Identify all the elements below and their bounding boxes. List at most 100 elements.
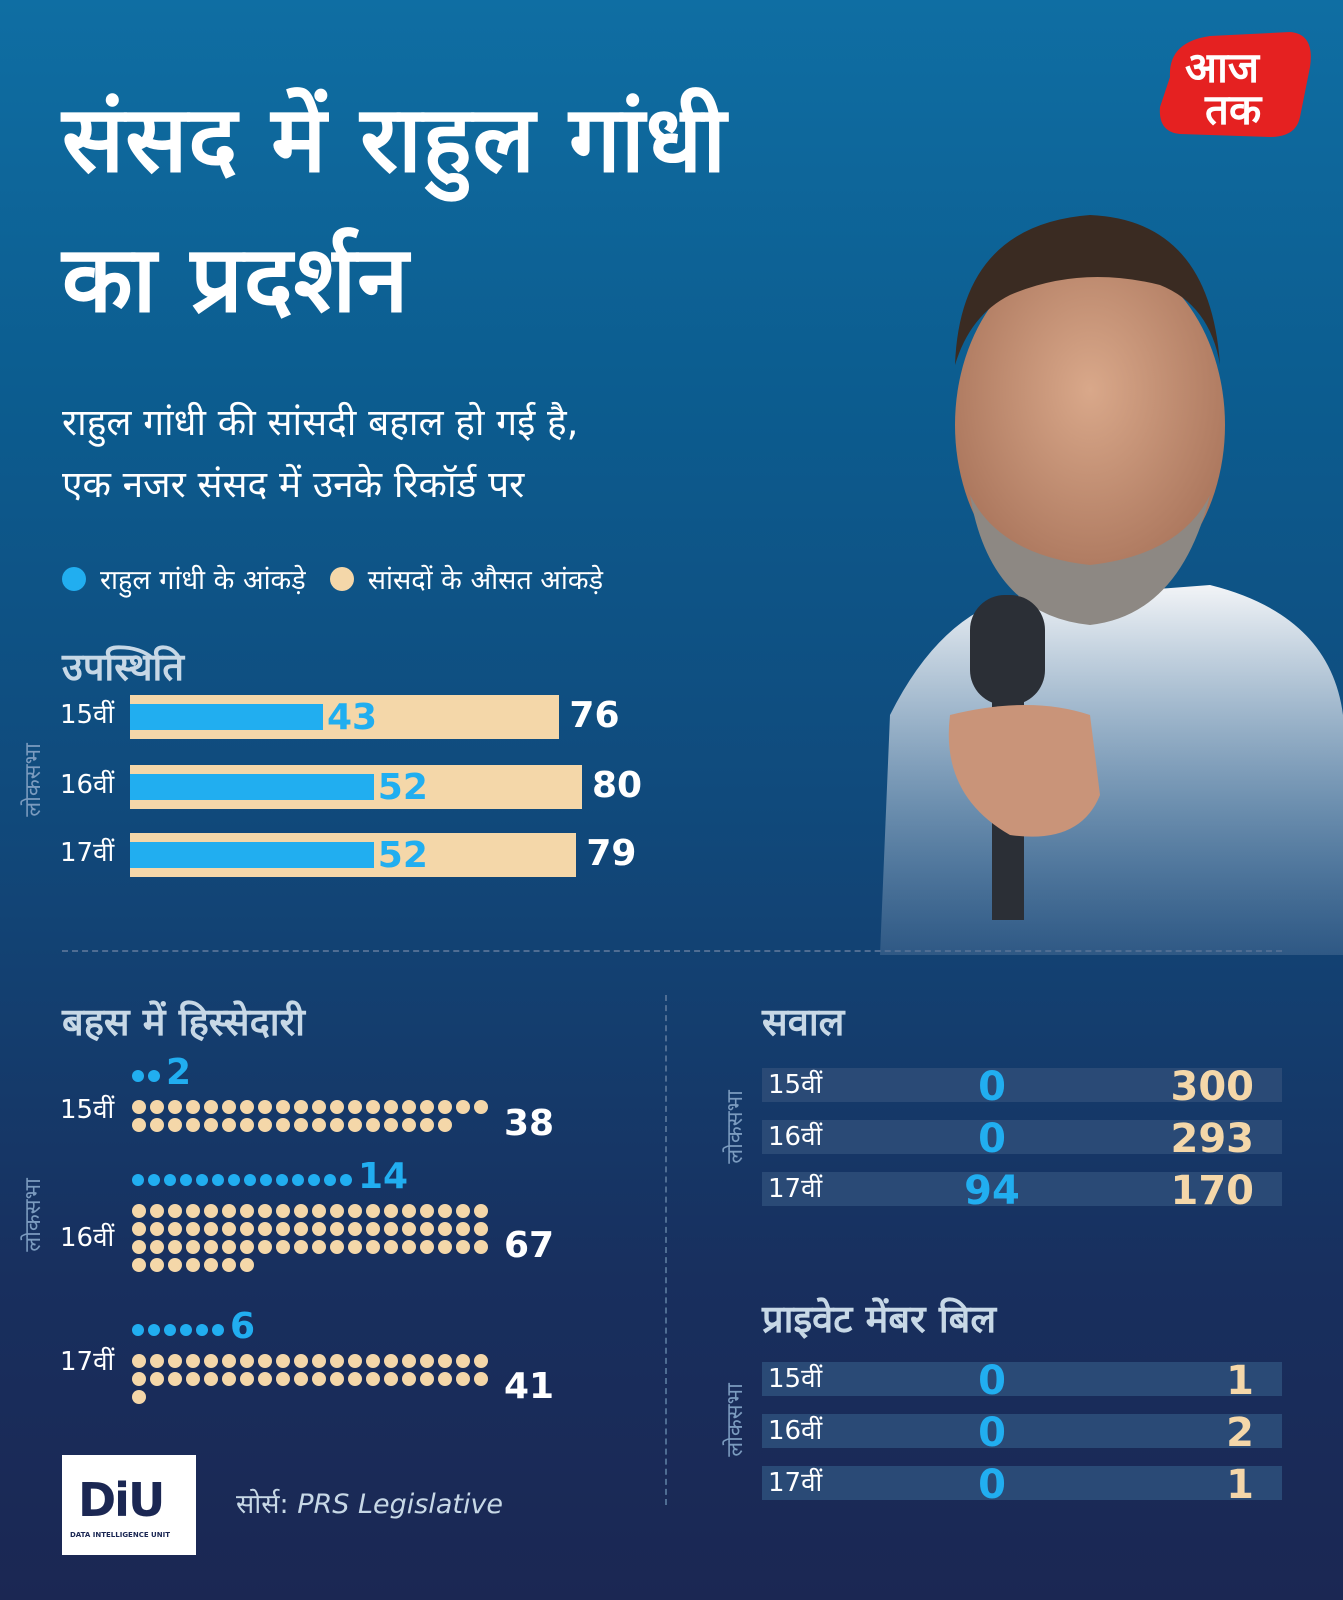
debate-avg-dot — [222, 1258, 236, 1272]
debate-avg-dot — [438, 1100, 452, 1114]
debate-avg-dot — [132, 1372, 146, 1386]
debate-avg-dot — [330, 1222, 344, 1236]
debate-avg-dot — [294, 1118, 308, 1132]
debate-avg-dot — [132, 1390, 146, 1404]
debate-avg-dot — [150, 1240, 164, 1254]
lok-sabha-label-questions: लोकसभा — [722, 1090, 748, 1164]
debate-avg-dot — [204, 1118, 218, 1132]
attendance-row-label: 15वीं — [60, 700, 115, 730]
debate-avg-dot — [366, 1204, 380, 1218]
lok-sabha-label-attendance: लोकसभा — [20, 743, 46, 817]
questions-rahul-value: 0 — [978, 1116, 1006, 1162]
debate-avg-dot — [330, 1240, 344, 1254]
debate-avg-dot — [384, 1204, 398, 1218]
debate-rahul-dot — [180, 1324, 192, 1336]
debate-avg-dot — [276, 1372, 290, 1386]
debate-avg-dot — [312, 1240, 326, 1254]
debate-avg-dot — [132, 1118, 146, 1132]
debate-avg-dots — [130, 1202, 490, 1274]
bills-avg-value: 1 — [1226, 1358, 1254, 1404]
debate-avg-dot — [222, 1372, 236, 1386]
debate-avg-dot — [240, 1372, 254, 1386]
debate-rahul-dots — [130, 1172, 354, 1188]
debate-avg-dot — [240, 1240, 254, 1254]
debate-avg-dot — [474, 1354, 488, 1368]
debate-avg-dot — [438, 1240, 452, 1254]
debate-avg-dot — [348, 1222, 362, 1236]
source-label: सोर्स: — [236, 1489, 289, 1520]
attendance-rahul-bar — [130, 774, 374, 800]
debate-avg-dot — [384, 1372, 398, 1386]
attendance-avg-bar: 52 — [130, 833, 577, 877]
debate-avg-dot — [240, 1258, 254, 1272]
debate-avg-dot — [276, 1100, 290, 1114]
debate-avg-dot — [420, 1222, 434, 1236]
attendance-rahul-bar — [130, 842, 374, 868]
debate-avg-dot — [168, 1258, 182, 1272]
legend-rahul-label: राहुल गांधी के आंकड़े — [100, 565, 306, 596]
debate-avg-dot — [348, 1100, 362, 1114]
debate-avg-dot — [168, 1222, 182, 1236]
bills-row-label: 15वीं — [768, 1364, 823, 1394]
attendance-title: उपस्थिति — [62, 645, 185, 689]
bills-row-label: 16वीं — [768, 1416, 823, 1446]
debate-avg-dot — [132, 1204, 146, 1218]
debate-avg-dot — [240, 1354, 254, 1368]
bills-avg-value: 1 — [1226, 1462, 1254, 1508]
debate-rahul-dot — [132, 1324, 144, 1336]
debate-avg-dot — [240, 1118, 254, 1132]
section-divider — [62, 950, 1282, 952]
debate-avg-dot — [294, 1240, 308, 1254]
logo-text-bottom: तक — [1204, 85, 1263, 134]
debate-avg-dot — [168, 1240, 182, 1254]
debate-avg-dot — [204, 1100, 218, 1114]
debate-avg-dot — [312, 1100, 326, 1114]
debate-avg-value: 41 — [504, 1366, 555, 1407]
debate-avg-dot — [456, 1222, 470, 1236]
debate-avg-dot — [438, 1354, 452, 1368]
debate-avg-dot — [474, 1222, 488, 1236]
legend: राहुल गांधी के आंकड़े सांसदों के औसत आंक… — [62, 560, 603, 597]
subtitle-line-2: एक नजर संसद में उनके रिकॉर्ड पर — [62, 463, 525, 506]
attendance-row-label: 17वीं — [60, 838, 115, 868]
debate-avg-dot — [222, 1100, 236, 1114]
page-title: संसद में राहुल गांधी का प्रदर्शन — [62, 70, 727, 350]
attendance-avg-value: 76 — [569, 695, 620, 736]
debate-avg-dot — [294, 1100, 308, 1114]
debate-rahul-dot — [324, 1174, 336, 1186]
questions-avg-value: 300 — [1170, 1064, 1255, 1110]
debate-avg-dot — [420, 1118, 434, 1132]
debate-title: बहस में हिस्सेदारी — [62, 1000, 306, 1044]
debate-row-label: 15वीं — [60, 1095, 115, 1125]
debate-avg-dot — [330, 1100, 344, 1114]
debate-avg-dot — [402, 1222, 416, 1236]
debate-avg-dot — [366, 1100, 380, 1114]
debate-avg-dot — [384, 1222, 398, 1236]
debate-avg-dot — [456, 1100, 470, 1114]
debate-rahul-dot — [164, 1174, 176, 1186]
debate-avg-dot — [150, 1354, 164, 1368]
lok-sabha-label-bills: लोकसभा — [722, 1383, 748, 1457]
attendance-rahul-value: 52 — [377, 835, 428, 876]
debate-row-label: 17वीं — [60, 1347, 115, 1377]
debate-avg-dot — [168, 1204, 182, 1218]
debate-avg-dot — [150, 1118, 164, 1132]
rahul-gandhi-photo — [880, 215, 1343, 955]
debate-avg-dot — [186, 1100, 200, 1114]
debate-avg-dot — [420, 1354, 434, 1368]
questions-row: 16वीं 0 293 — [762, 1116, 1282, 1162]
private-bills-title: प्राइवेट मेंबर बिल — [762, 1297, 997, 1341]
debate-avg-dot — [132, 1100, 146, 1114]
debate-avg-dot — [258, 1354, 272, 1368]
source-value: PRS Legislative — [297, 1489, 504, 1520]
debate-avg-dot — [312, 1118, 326, 1132]
questions-avg-value: 293 — [1170, 1116, 1255, 1162]
debate-rahul-dots — [130, 1068, 162, 1084]
debate-avg-dot — [294, 1222, 308, 1236]
debate-rahul-value: 2 — [166, 1052, 192, 1093]
debate-avg-dot — [456, 1240, 470, 1254]
debate-avg-dot — [348, 1240, 362, 1254]
bills-rahul-value: 0 — [978, 1358, 1006, 1404]
debate-avg-dot — [222, 1240, 236, 1254]
debate-rahul-dot — [180, 1174, 192, 1186]
